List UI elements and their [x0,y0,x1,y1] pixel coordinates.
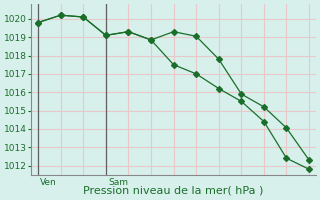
X-axis label: Pression niveau de la mer( hPa ): Pression niveau de la mer( hPa ) [84,186,264,196]
Text: Sam: Sam [108,178,128,187]
Text: Ven: Ven [40,178,57,187]
